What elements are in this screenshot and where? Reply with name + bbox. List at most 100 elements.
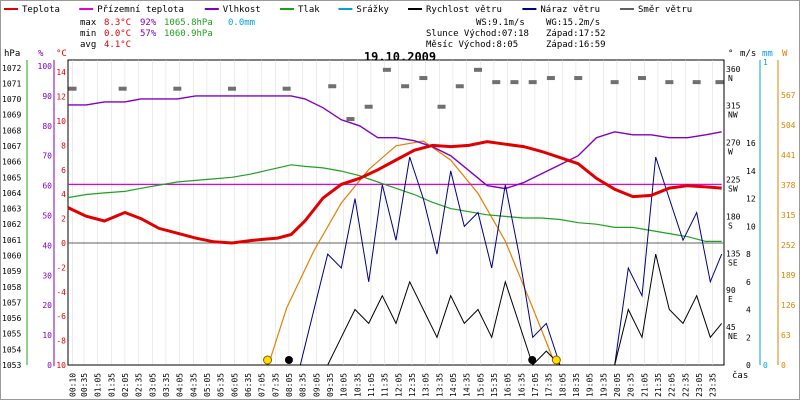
stats-min-label: min [80, 29, 96, 39]
left-axes: 1072107110701069106810671066106510641063… [2, 60, 66, 370]
direction-tick-label: 315 [726, 102, 741, 111]
x-tick-label: 16:05 [504, 373, 513, 397]
legend-label: Náraz větru [540, 5, 600, 15]
pressure-tick-label: 1069 [2, 111, 21, 120]
legend-label: Tlak [298, 5, 320, 15]
x-tick-label: 22:35 [681, 373, 690, 397]
x-tick-label: 21:35 [654, 373, 663, 397]
x-tick-label: 05:05 [203, 373, 212, 397]
wind-direction-mark [665, 80, 674, 85]
x-tick-label: 03:35 [162, 373, 171, 397]
wind-direction-mark [510, 80, 519, 85]
solar-tick-label: 252 [781, 241, 796, 250]
legend-label: Vlhkost [223, 5, 261, 15]
wind-direction-mark [574, 76, 583, 81]
wind-tick-label: 10 [746, 222, 756, 231]
temperature-tick-label: 6 [61, 166, 66, 175]
solar-tick-label: 567 [781, 91, 796, 100]
sunrise-info: Slunce Východ:07:18 [426, 29, 529, 39]
humidity-tick-label: 70 [42, 152, 52, 161]
legend-label: Přízemní teplota [97, 5, 184, 15]
direction-tick-label: 135 [726, 249, 741, 258]
moonset-info: Západ:16:59 [546, 40, 606, 50]
stats-min-temp: 0.0°C [104, 29, 131, 39]
x-tick-label: 13:05 [422, 373, 431, 397]
x-tick-label: 00:35 [80, 373, 89, 397]
wind-tick-label: 4 [746, 306, 751, 315]
x-tick-label: 14:35 [463, 373, 472, 397]
wind-gust-info: WG:15.2m/s [546, 18, 600, 28]
temperature-tick-label: -8 [56, 337, 66, 346]
pressure-tick-label: 1067 [2, 142, 21, 151]
x-tick-label: 03:05 [148, 373, 157, 397]
direction-compass-label: N [728, 74, 733, 83]
humidity-tick-label: 60 [42, 182, 52, 191]
humidity-tick-label: 90 [42, 92, 52, 101]
sun-marker [263, 355, 273, 365]
solar-tick-label: 504 [781, 121, 796, 130]
legend-label: Směr větru [638, 5, 692, 15]
x-tick-label: 01:05 [94, 373, 103, 397]
humidity-series-line [68, 95, 722, 190]
humidity-tick-label: 50 [42, 211, 52, 220]
legend-label: Rychlost větru [426, 5, 502, 15]
x-tick-label: 09:35 [326, 373, 335, 397]
wind-direction-mark [228, 86, 236, 91]
solar-tick-label: 189 [781, 271, 796, 280]
plot-frame [67, 59, 725, 366]
wind-direction-mark [437, 104, 446, 109]
solar-tick-label: 378 [781, 181, 796, 190]
temperature-tick-label: 14 [56, 68, 66, 77]
pressure-tick-label: 1065 [2, 173, 21, 182]
x-tick-label: 02:05 [121, 373, 130, 397]
x-tick-label: 12:05 [394, 373, 403, 397]
pressure-tick-label: 1062 [2, 220, 21, 229]
direction-tick-label: 180 [726, 212, 741, 221]
x-tick-label: 08:35 [299, 373, 308, 397]
hpa-unit: hPa [4, 49, 20, 59]
pressure-tick-label: 1063 [2, 205, 21, 214]
temperature-tick-label: 4 [61, 190, 66, 199]
temperature-tick-label: 10 [56, 117, 66, 126]
pressure-tick-label: 1071 [2, 79, 21, 88]
direction-compass-label: SE [728, 258, 738, 267]
x-tick-label: 15:05 [476, 373, 485, 397]
x-tick-label: 16:35 [517, 373, 526, 397]
solar-tick-label: 0 [781, 361, 786, 370]
plot-area [67, 59, 725, 366]
x-tick-label: 15:35 [490, 373, 499, 397]
wind-series-line [68, 253, 723, 366]
direction-compass-label: SW [728, 185, 738, 194]
wind-tick-label: 16 [746, 139, 756, 148]
mm-unit: mm [762, 49, 773, 59]
temperature-tick-label: 0 [61, 239, 66, 248]
wind-direction-mark [474, 67, 482, 72]
x-tick-label: 11:05 [367, 373, 376, 397]
x-tick-label: 11:35 [381, 373, 390, 397]
wind-direction-mark [419, 76, 428, 81]
temperature-tick-label: 12 [56, 93, 66, 102]
direction-tick-label: 225 [726, 176, 741, 185]
x-tick-label: 04:05 [176, 373, 185, 397]
x-tick-label: 14:05 [449, 373, 458, 397]
wind-direction-mark [173, 86, 182, 91]
stats-avg-label: avg [80, 40, 96, 50]
humidity-tick-label: 80 [42, 122, 52, 131]
wind-direction-mark [118, 86, 127, 91]
temp-unit: °C [56, 49, 67, 59]
pressure-tick-label: 1064 [2, 189, 21, 198]
wind-direction-mark [692, 80, 701, 85]
legend-label: Teplota [22, 5, 60, 15]
wind-direction-mark [328, 84, 337, 89]
stats-avg-temp: 4.1°C [104, 40, 131, 50]
temperature-series-line [67, 140, 722, 245]
direction-compass-label: NW [728, 111, 738, 120]
x-tick-label: 04:35 [189, 373, 198, 397]
x-tick-label: 01:35 [107, 373, 116, 397]
x-tick-label: 06:05 [230, 373, 239, 397]
solar-tick-label: 441 [781, 151, 796, 160]
pressure-tick-label: 1053 [2, 361, 21, 370]
pressure-tick-label: 1060 [2, 252, 21, 261]
wind-direction-mark [364, 104, 373, 109]
humidity-tick-label: 20 [42, 301, 52, 310]
